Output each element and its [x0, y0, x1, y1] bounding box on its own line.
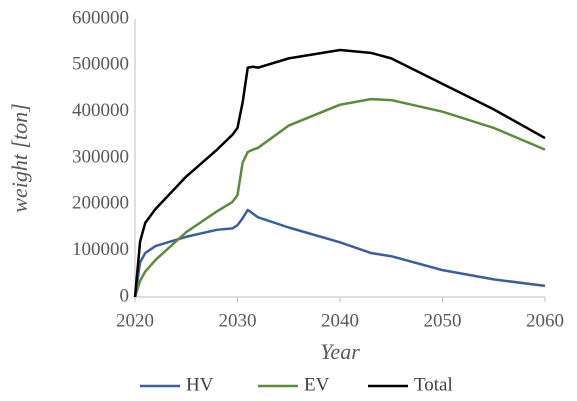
y-tick-label: 0 — [120, 285, 130, 306]
x-tick-label: 2020 — [116, 310, 154, 331]
series-line — [133, 97, 546, 298]
y-tick-label: 600000 — [72, 7, 129, 28]
y-tick-label: 200000 — [72, 193, 129, 214]
series-line — [133, 48, 546, 298]
legend-label: EV — [304, 374, 330, 395]
y-axis-title: weight [ton] — [7, 103, 32, 212]
x-tick-label: 2050 — [424, 310, 462, 331]
x-tick-label: 2030 — [219, 310, 257, 331]
y-tick-label: 300000 — [72, 146, 129, 167]
y-tick-label: 500000 — [72, 54, 129, 75]
x-tick-label: 2060 — [526, 310, 564, 331]
y-tick-label: 100000 — [72, 239, 129, 260]
x-axis-title: Year — [320, 339, 360, 364]
legend-label: Total — [414, 374, 453, 395]
legend-label: HV — [186, 374, 214, 395]
x-tick-label: 2040 — [321, 310, 359, 331]
series-line — [133, 208, 546, 298]
y-tick-label: 400000 — [72, 100, 129, 121]
